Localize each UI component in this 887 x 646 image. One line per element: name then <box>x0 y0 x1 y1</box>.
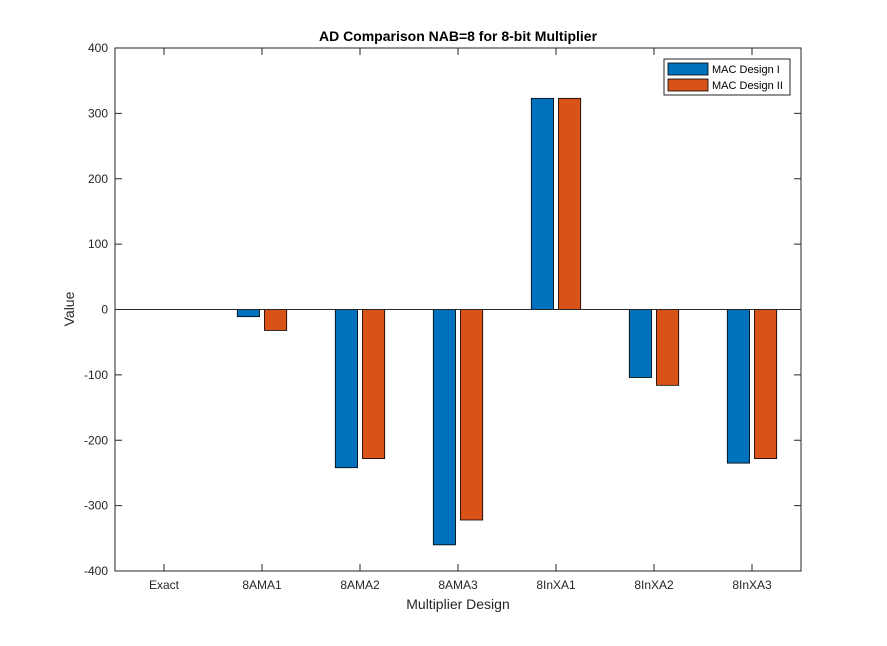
x-tick-label: 8InXA3 <box>732 578 772 592</box>
bar-series-2 <box>460 309 484 521</box>
x-tick-label: 8AMA3 <box>438 578 478 592</box>
bar-series-1 <box>432 309 456 546</box>
y-tick-label: -300 <box>84 499 108 513</box>
bar-series-1 <box>236 309 260 318</box>
bar-series-1 <box>530 97 554 310</box>
bar-series-2 <box>558 97 582 310</box>
y-tick-label: 400 <box>88 41 108 55</box>
bar-series-1 <box>628 309 652 378</box>
bars-group <box>236 97 778 546</box>
x-tick-label: 8InXA2 <box>634 578 674 592</box>
legend-swatch-series-1 <box>667 62 709 76</box>
bar-series-2 <box>754 309 778 459</box>
x-axis-ticks: Exact 8AMA1 8AMA2 8AMA3 8InXA1 8InXA2 8InXA3 <box>149 48 772 592</box>
legend: MAC Design I MAC Design II <box>663 58 791 96</box>
legend-swatch-series-2 <box>667 78 709 92</box>
legend-label-series-1: MAC Design I <box>712 64 780 76</box>
y-axis-label: Value <box>61 291 77 326</box>
y-tick-label: 200 <box>88 172 108 186</box>
bar-series-1 <box>726 309 750 464</box>
x-tick-label: Exact <box>149 578 180 592</box>
y-tick-label: 300 <box>88 106 108 120</box>
y-tick-label: -200 <box>84 433 108 447</box>
y-tick-label: 100 <box>88 237 108 251</box>
y-tick-label: -400 <box>84 564 108 578</box>
x-tick-label: 8InXA1 <box>536 578 576 592</box>
bar-series-2 <box>656 309 680 386</box>
y-tick-label: -100 <box>84 368 108 382</box>
bar-series-1 <box>334 309 358 469</box>
x-tick-label: 8AMA2 <box>340 578 380 592</box>
y-axis-ticks: -400 -300 -200 -100 0 100 200 300 400 <box>84 41 801 578</box>
bar-series-2 <box>264 309 288 331</box>
y-tick-label: 0 <box>101 303 108 317</box>
legend-label-series-2: MAC Design II <box>712 80 783 92</box>
x-axis-label: Multiplier Design <box>406 596 509 612</box>
chart-title: AD Comparison NAB=8 for 8-bit Multiplier <box>319 28 598 44</box>
x-tick-label: 8AMA1 <box>242 578 282 592</box>
bar-series-2 <box>362 309 386 459</box>
